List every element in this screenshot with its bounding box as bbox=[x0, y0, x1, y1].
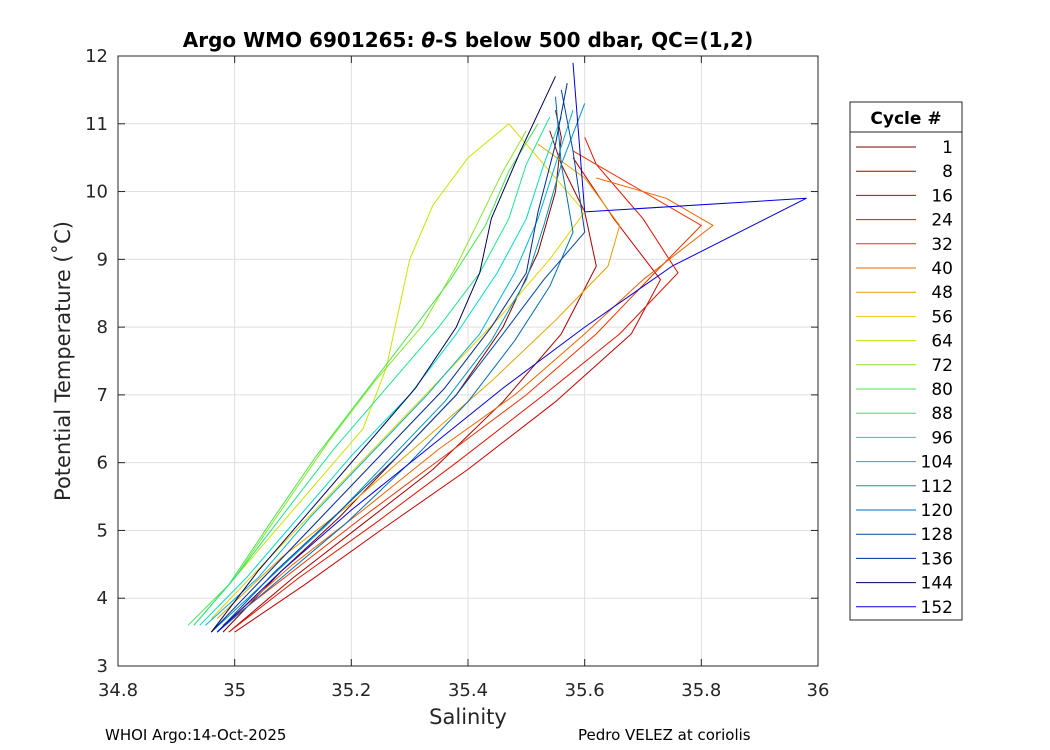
legend-items: 1 8 16 24 32 40 48 56 64 72 80 88 96 104 112 120 128 136 1… bbox=[856, 138, 953, 618]
legend-label: 152 bbox=[921, 598, 953, 618]
y-tick-label: 7 bbox=[97, 385, 108, 406]
legend-label: 112 bbox=[921, 477, 953, 497]
y-tick-label: 4 bbox=[97, 588, 108, 609]
legend-label: 80 bbox=[931, 380, 953, 400]
x-tick-label: 36 bbox=[807, 680, 830, 701]
series-line-cycle-1 bbox=[222, 110, 562, 633]
x-tick-label: 35.2 bbox=[331, 680, 371, 701]
legend-label: 96 bbox=[931, 428, 953, 448]
series-line-cycle-56 bbox=[210, 123, 586, 619]
legend-label: 144 bbox=[921, 574, 953, 594]
y-ticks: 3 4 5 6 7 8 9 10 11 12 bbox=[85, 46, 818, 677]
x-tick-label: 34.8 bbox=[98, 680, 138, 701]
footer-left: WHOI Argo:14-Oct-2025 bbox=[105, 726, 286, 744]
series-line-cycle-48 bbox=[216, 143, 621, 619]
series-layer bbox=[187, 62, 807, 633]
legend-label: 16 bbox=[931, 186, 953, 206]
x-tick-label: 35.8 bbox=[681, 680, 721, 701]
y-tick-label: 6 bbox=[97, 453, 108, 474]
grid bbox=[118, 56, 818, 666]
series-line-cycle-128 bbox=[216, 89, 586, 633]
series-line-cycle-96 bbox=[199, 116, 562, 626]
x-tick-label: 35.6 bbox=[565, 680, 605, 701]
y-tick-label: 8 bbox=[97, 317, 108, 338]
series-line-cycle-40 bbox=[222, 177, 714, 626]
series-line-cycle-72 bbox=[193, 130, 527, 626]
series-line-cycle-152 bbox=[216, 62, 807, 633]
legend-label: 136 bbox=[921, 549, 953, 569]
x-tick-label: 35.4 bbox=[448, 680, 488, 701]
y-axis-label: Potential Temperature (˚C) bbox=[51, 221, 75, 501]
legend-label: 104 bbox=[921, 453, 953, 473]
series-line-cycle-144 bbox=[210, 76, 556, 633]
legend: Cycle # 1 8 16 24 32 40 48 56 64 72 80 88 96 104 112 12… bbox=[849, 101, 963, 621]
series-line-cycle-8 bbox=[228, 130, 597, 633]
series-line-cycle-32 bbox=[222, 150, 702, 626]
legend-label: 88 bbox=[931, 404, 953, 424]
legend-label: 24 bbox=[931, 211, 953, 231]
series-line-cycle-24 bbox=[228, 137, 679, 633]
legend-label: 64 bbox=[931, 332, 953, 352]
series-line-cycle-64 bbox=[199, 123, 510, 619]
legend-box bbox=[849, 101, 963, 621]
legend-label: 8 bbox=[942, 162, 953, 182]
y-tick-label: 10 bbox=[85, 182, 108, 203]
legend-label: 120 bbox=[921, 501, 953, 521]
series-line-cycle-112 bbox=[210, 103, 586, 633]
chart-title: Argo WMO 6901265: θ-S below 500 dbar, QC… bbox=[183, 28, 753, 52]
legend-label: 128 bbox=[921, 525, 953, 545]
y-tick-label: 9 bbox=[97, 249, 108, 270]
series-line-cycle-136 bbox=[210, 83, 568, 633]
y-tick-label: 5 bbox=[97, 520, 108, 541]
legend-label: 1 bbox=[942, 138, 953, 158]
series-line-cycle-16 bbox=[234, 157, 661, 633]
x-ticks: 34.8 35 35.2 35.4 35.6 35.8 36 bbox=[98, 56, 829, 701]
x-axis-label: Salinity bbox=[429, 705, 507, 729]
legend-label: 48 bbox=[931, 283, 953, 303]
legend-label: 32 bbox=[931, 235, 953, 255]
series-line-cycle-104 bbox=[205, 110, 574, 626]
series-line-cycle-120 bbox=[216, 96, 574, 633]
y-tick-label: 11 bbox=[85, 114, 108, 135]
x-tick-label: 35 bbox=[223, 680, 246, 701]
y-tick-label: 3 bbox=[97, 656, 108, 677]
series-line-cycle-80 bbox=[187, 123, 539, 626]
legend-title: Cycle # bbox=[870, 109, 941, 129]
footer-right: Pedro VELEZ at coriolis bbox=[578, 726, 751, 744]
legend-label: 72 bbox=[931, 356, 953, 376]
legend-label: 56 bbox=[931, 307, 953, 327]
y-tick-label: 12 bbox=[85, 46, 108, 67]
series-line-cycle-88 bbox=[193, 116, 551, 626]
legend-label: 40 bbox=[931, 259, 953, 279]
